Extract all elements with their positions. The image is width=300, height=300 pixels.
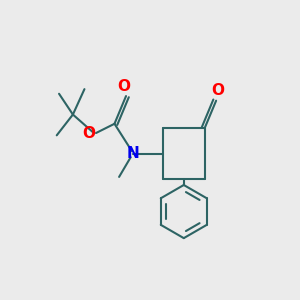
Text: O: O	[211, 83, 224, 98]
Text: O: O	[82, 125, 95, 140]
Text: O: O	[117, 79, 130, 94]
Text: N: N	[127, 146, 139, 161]
